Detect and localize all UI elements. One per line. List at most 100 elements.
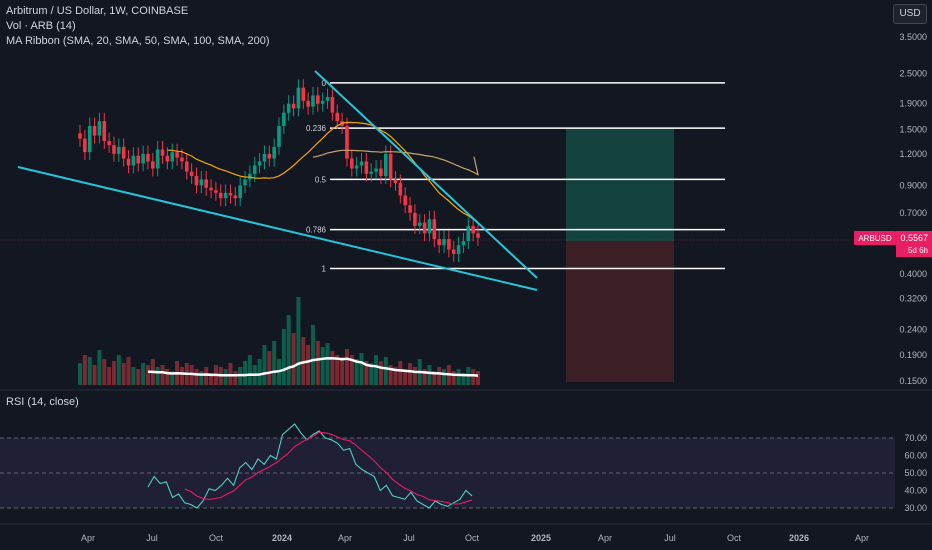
price-tick-label: 0.1900 xyxy=(899,350,927,360)
rsi-tick-label: 30.00 xyxy=(904,503,927,513)
volume-bar xyxy=(310,325,315,385)
candle-body xyxy=(257,161,262,166)
time-tick-label: 2025 xyxy=(531,533,551,543)
volume-bar xyxy=(349,355,354,385)
candle-body xyxy=(403,195,407,206)
candle-body xyxy=(393,179,398,183)
candle-body xyxy=(160,149,165,156)
time-tick-label: 2024 xyxy=(272,533,292,543)
rsi-tick-label: 40.00 xyxy=(904,486,927,496)
volume-bar xyxy=(378,361,383,385)
volume-bar xyxy=(155,367,160,385)
volume-bar xyxy=(121,363,126,385)
volume-bar xyxy=(160,365,165,385)
currency-button[interactable]: USD xyxy=(893,4,927,24)
candle-body xyxy=(408,205,412,213)
last-price-value: 0.5567 xyxy=(900,233,928,243)
candle-body xyxy=(87,125,92,153)
volume-bar xyxy=(451,371,456,385)
candle-body xyxy=(451,249,456,254)
candle-body xyxy=(131,155,136,166)
fib-level-label: 0.5 xyxy=(315,175,327,184)
symbol-title[interactable]: Arbitrum / US Dollar, 1W, COINBASE xyxy=(6,5,189,17)
volume-bar xyxy=(344,349,349,385)
volume-bar xyxy=(359,353,364,385)
candle-body xyxy=(218,192,223,199)
candle-body xyxy=(471,226,475,234)
volume-bar xyxy=(199,371,204,385)
candle-body xyxy=(180,157,184,162)
candle-body xyxy=(388,153,393,180)
candle-body xyxy=(233,195,238,199)
rsi-line xyxy=(147,423,473,509)
candle-body xyxy=(126,158,131,166)
candle-body xyxy=(398,182,403,196)
time-tick-label: Apr xyxy=(81,533,95,543)
position-profit-zone xyxy=(566,128,674,241)
volume-bar xyxy=(78,363,82,385)
price-tick-label: 0.4000 xyxy=(899,269,927,279)
volume-bar xyxy=(87,357,92,385)
volume-bar xyxy=(476,371,480,385)
volume-bar xyxy=(374,355,379,385)
candle-body xyxy=(117,146,121,154)
volume-bar xyxy=(92,365,97,385)
rsi-tick-label: 60.00 xyxy=(904,451,927,461)
volume-indicator-label[interactable]: Vol · ARB (14) xyxy=(6,20,76,32)
candle-body xyxy=(92,125,97,136)
candle-body xyxy=(243,179,247,186)
volume-bar xyxy=(354,359,359,385)
candle-body xyxy=(136,155,141,164)
volume-bar xyxy=(437,367,442,385)
volume-bar xyxy=(296,297,301,385)
volume-bar xyxy=(306,345,311,385)
rsi-indicator-label[interactable]: RSI (14, close) xyxy=(6,396,79,408)
price-tick-label: 1.2000 xyxy=(899,149,927,159)
candle-body xyxy=(170,152,175,162)
candle-body xyxy=(277,125,281,147)
time-tick-label: Oct xyxy=(465,533,480,543)
price-axis xyxy=(895,0,932,550)
volume-bar xyxy=(403,369,408,385)
candle-body xyxy=(306,100,310,107)
candle-body xyxy=(209,187,213,191)
candle-body xyxy=(422,222,427,234)
candle-body xyxy=(345,125,349,159)
candle-body xyxy=(437,239,441,246)
candle-body xyxy=(320,100,325,104)
candle-body xyxy=(272,146,276,159)
volume-bar xyxy=(131,367,136,385)
fib-level-label: 1 xyxy=(322,265,327,274)
candle-body xyxy=(301,87,306,101)
volume-bar xyxy=(408,363,413,385)
ma-50-line xyxy=(312,149,479,176)
ma-ribbon-label[interactable]: MA Ribbon (SMA, 20, SMA, 50, SMA, 100, S… xyxy=(6,35,270,47)
volume-bar xyxy=(427,365,432,385)
bar-countdown: 5d 6h xyxy=(908,246,928,255)
time-tick-label: Jul xyxy=(146,533,158,543)
volume-bar xyxy=(369,363,374,385)
candle-body xyxy=(155,149,160,169)
candle-body xyxy=(112,145,116,154)
candle-body xyxy=(175,152,179,158)
candle-body xyxy=(427,219,432,234)
volume-bar xyxy=(461,373,466,385)
candle-body xyxy=(238,185,242,199)
volume-bar xyxy=(432,371,437,385)
candle-body xyxy=(151,161,155,169)
candle-body xyxy=(359,161,364,166)
time-tick-label: Apr xyxy=(338,533,352,543)
volume-bar xyxy=(325,343,330,385)
ticker-tag xyxy=(854,231,896,245)
volume-ma-line xyxy=(147,356,479,377)
volume-bar xyxy=(320,347,325,385)
candle-body xyxy=(466,226,471,242)
fib-level-label: 0.236 xyxy=(306,124,327,133)
volume-bar xyxy=(243,361,248,385)
volume-bar xyxy=(233,371,238,385)
volume-bar xyxy=(170,371,175,385)
volume-bar xyxy=(267,351,272,385)
candle-body xyxy=(413,212,417,227)
volume-bar xyxy=(388,365,393,385)
